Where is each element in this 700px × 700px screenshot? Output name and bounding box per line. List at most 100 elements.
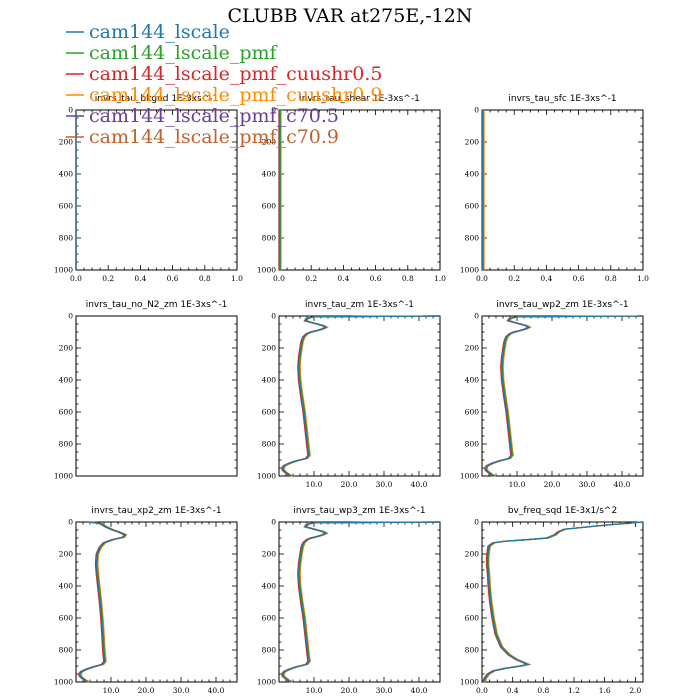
y-tick-label: 400 bbox=[465, 170, 480, 179]
x-tick-label: 40.0 bbox=[614, 480, 631, 489]
series-line-5 bbox=[484, 315, 644, 477]
series-line-5 bbox=[281, 315, 441, 477]
figure-title: CLUBB VAR at275E,-12N bbox=[228, 5, 473, 27]
y-tick-label: 800 bbox=[262, 440, 277, 449]
y-tick-label: 600 bbox=[59, 408, 74, 417]
y-tick-label: 1000 bbox=[257, 266, 276, 275]
series-line-3 bbox=[483, 315, 644, 477]
series-line-4 bbox=[484, 521, 644, 683]
series-line-5 bbox=[281, 521, 441, 683]
y-tick-label: 600 bbox=[59, 202, 74, 211]
y-tick-label: 400 bbox=[262, 170, 277, 179]
x-tick-label: 0.0 bbox=[70, 274, 82, 283]
y-tick-label: 0 bbox=[474, 518, 479, 527]
x-tick-label: 30.0 bbox=[579, 480, 596, 489]
series-line-1 bbox=[281, 521, 441, 683]
x-tick-label: 0.4 bbox=[507, 686, 519, 695]
x-tick-label: 40.0 bbox=[411, 686, 428, 695]
x-tick-label: 10.0 bbox=[306, 480, 323, 489]
y-tick-label: 400 bbox=[262, 376, 277, 385]
x-tick-label: 0.2 bbox=[102, 274, 114, 283]
x-tick-label: 1.0 bbox=[231, 274, 243, 283]
panel-title: invrs_tau_zm 1E-3xs^-1 bbox=[305, 300, 414, 310]
y-tick-label: 400 bbox=[262, 582, 277, 591]
x-tick-label: 30.0 bbox=[173, 686, 190, 695]
y-tick-label: 1000 bbox=[257, 472, 276, 481]
series-line-6 bbox=[282, 315, 441, 477]
panel-title: bv_freq_sqd 1E-3x1/s^2 bbox=[508, 506, 617, 516]
x-tick-label: 30.0 bbox=[376, 686, 393, 695]
x-tick-label: 20.0 bbox=[138, 686, 155, 695]
y-tick-label: 0 bbox=[68, 106, 73, 115]
panel-5: invrs_tau_zm 1E-3xs^-1 0 200 400 600 800 1000 1… bbox=[257, 300, 441, 489]
x-tick-label: 1.6 bbox=[599, 686, 611, 695]
plot-frame bbox=[481, 521, 644, 683]
series-line-6 bbox=[282, 521, 441, 683]
y-tick-label: 0 bbox=[474, 312, 479, 321]
x-tick-label: 0.0 bbox=[476, 686, 488, 695]
y-tick-label: 400 bbox=[59, 170, 74, 179]
y-tick-label: 200 bbox=[465, 138, 480, 147]
series-line-6 bbox=[483, 521, 644, 683]
panel-title: invrs_tau_bkgnd 1E-3xs^-1 bbox=[95, 94, 219, 104]
x-tick-label: 40.0 bbox=[411, 480, 428, 489]
x-tick-label: 0.4 bbox=[337, 274, 349, 283]
panels: invrs_tau_bkgnd 1E-3xs^-1 0 200 400 600 800 10… bbox=[54, 94, 649, 695]
x-tick-label: 0.4 bbox=[540, 274, 552, 283]
panel-9: bv_freq_sqd 1E-3x1/s^2020040060080010000… bbox=[460, 506, 644, 695]
x-tick-label: 20.0 bbox=[341, 480, 358, 489]
panel-3: invrs_tau_sfc 1E-3xs^-1 0 200 400 600 800 1000… bbox=[460, 94, 649, 283]
x-tick-label: 1.0 bbox=[637, 274, 649, 283]
plot-frame bbox=[75, 315, 238, 477]
y-tick-label: 800 bbox=[465, 646, 480, 655]
x-tick-label: 10.0 bbox=[306, 686, 323, 695]
y-tick-label: 1000 bbox=[460, 266, 479, 275]
legend-entry: cam144_lscale_pmf_cuushr0.5 bbox=[89, 63, 382, 85]
x-tick-label: 0.4 bbox=[134, 274, 146, 283]
y-tick-label: 600 bbox=[465, 408, 480, 417]
y-tick-label: 200 bbox=[465, 344, 480, 353]
y-tick-label: 600 bbox=[59, 614, 74, 623]
x-tick-label: 0.6 bbox=[573, 274, 585, 283]
y-tick-label: 400 bbox=[59, 582, 74, 591]
legend-entry: cam144_lscale_pmf bbox=[89, 42, 279, 64]
x-tick-label: 0.8 bbox=[199, 274, 211, 283]
series-line-5 bbox=[482, 521, 644, 683]
y-tick-label: 0 bbox=[271, 312, 276, 321]
y-tick-label: 600 bbox=[262, 614, 277, 623]
y-tick-label: 200 bbox=[262, 344, 277, 353]
series-line-3 bbox=[280, 521, 441, 683]
y-tick-label: 0 bbox=[68, 312, 73, 321]
panel-title: invrs_tau_wp2_zm 1E-3xs^-1 bbox=[496, 300, 628, 310]
x-tick-label: 0.0 bbox=[273, 274, 285, 283]
y-tick-label: 1000 bbox=[54, 266, 73, 275]
x-tick-label: 0.6 bbox=[167, 274, 179, 283]
y-tick-label: 800 bbox=[59, 440, 74, 449]
series-line-1 bbox=[281, 315, 441, 477]
y-tick-label: 0 bbox=[474, 106, 479, 115]
y-tick-label: 1000 bbox=[54, 472, 73, 481]
panel-title: invrs_tau_sfc 1E-3xs^-1 bbox=[508, 94, 616, 104]
x-tick-label: 20.0 bbox=[341, 686, 358, 695]
series-line-3 bbox=[280, 315, 441, 477]
y-tick-label: 1000 bbox=[257, 678, 276, 687]
y-tick-label: 800 bbox=[262, 234, 277, 243]
panel-4: invrs_tau_no_N2_zm 1E-3xs^-1 0 200 400 600 80… bbox=[54, 300, 238, 481]
y-tick-label: 600 bbox=[465, 202, 480, 211]
panel-title: invrs_tau_shear 1E-3xs^-1 bbox=[299, 94, 420, 104]
y-tick-label: 0 bbox=[271, 518, 276, 527]
y-tick-label: 1000 bbox=[460, 678, 479, 687]
y-tick-label: 400 bbox=[59, 376, 74, 385]
x-tick-label: 0.6 bbox=[370, 274, 382, 283]
legend-entry: cam144_lscale_pmf_c70.9 bbox=[89, 126, 339, 148]
y-tick-label: 800 bbox=[59, 234, 74, 243]
y-tick-label: 200 bbox=[59, 344, 74, 353]
x-tick-label: 1.2 bbox=[568, 686, 580, 695]
y-tick-label: 400 bbox=[465, 582, 480, 591]
legend-entry: cam144_lscale_pmf_c70.5 bbox=[89, 105, 339, 127]
y-tick-label: 600 bbox=[465, 614, 480, 623]
x-tick-label: 0.8 bbox=[537, 686, 549, 695]
y-tick-label: 800 bbox=[59, 646, 74, 655]
x-tick-label: 0.8 bbox=[605, 274, 617, 283]
